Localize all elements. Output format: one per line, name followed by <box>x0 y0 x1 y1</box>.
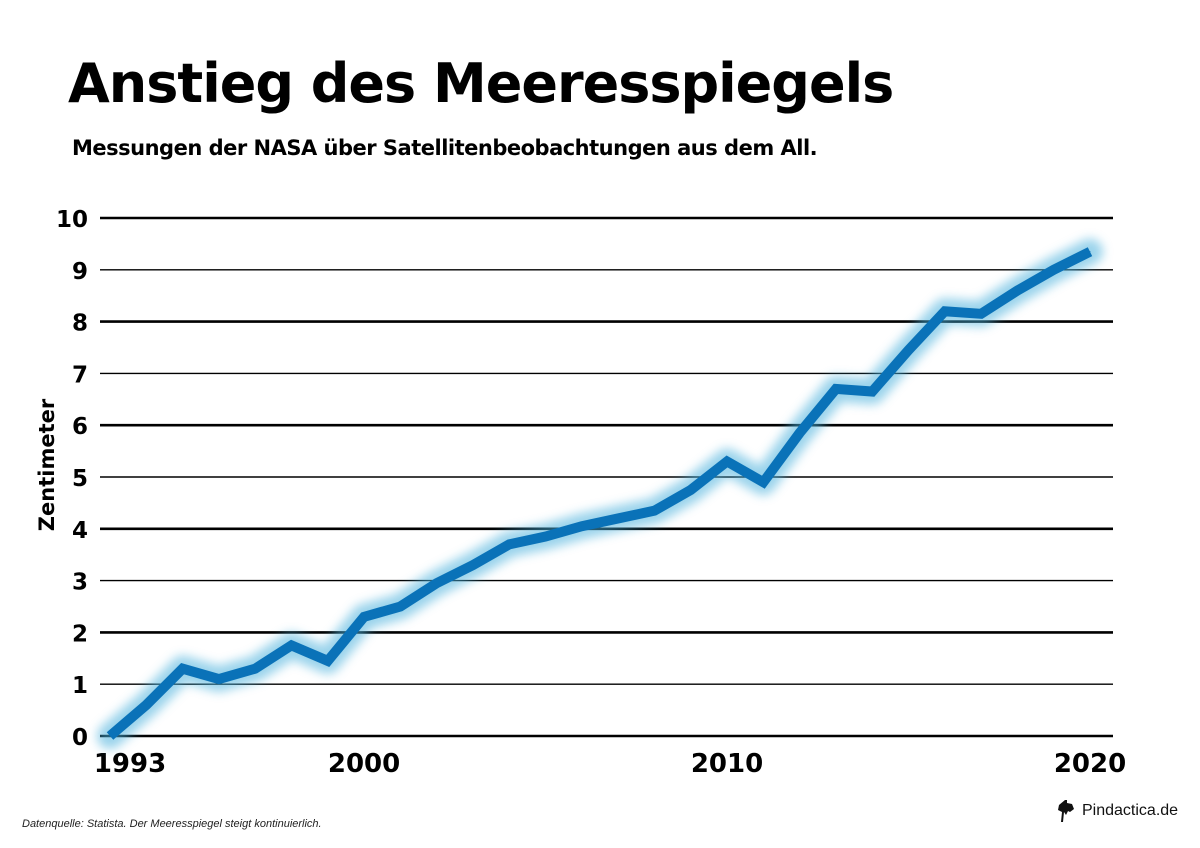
data-point-2000 <box>363 616 365 618</box>
y-tick-label: 9 <box>72 259 88 285</box>
data-point-1993 <box>109 735 111 737</box>
data-point-1999 <box>327 660 329 662</box>
data-point-2005 <box>545 536 547 538</box>
data-point-2007 <box>617 517 619 519</box>
y-axis-label: Zentimeter <box>35 398 59 531</box>
y-tick-label: 5 <box>72 466 88 492</box>
x-tick-labels: 1993 2000 2010 2020 <box>94 749 1126 779</box>
pindactica-logo-icon <box>1058 800 1074 822</box>
data-point-1997 <box>254 668 256 670</box>
chart-title: Anstieg des Meeresspiegels <box>68 52 894 115</box>
data-point-2020 <box>1089 251 1091 253</box>
y-tick-labels: 0 1 2 3 4 5 6 7 8 9 10 <box>56 207 88 751</box>
data-point-2018 <box>1016 290 1018 292</box>
y-tick-label: 7 <box>72 362 88 388</box>
x-tick-label: 2010 <box>691 749 763 779</box>
brand-name: Pindactica.de <box>1082 802 1179 819</box>
data-point-2003 <box>472 564 474 566</box>
data-point-2016 <box>944 310 946 312</box>
data-point-2002 <box>436 582 438 584</box>
chart-subtitle: Messungen der NASA über Satellitenbeobac… <box>72 136 818 160</box>
y-tick-label: 8 <box>72 311 88 337</box>
data-point-2017 <box>980 313 982 315</box>
data-point-1998 <box>290 644 292 646</box>
x-tick-label: 2020 <box>1054 749 1126 779</box>
y-tick-label: 3 <box>72 570 88 596</box>
data-point-2012 <box>799 432 801 434</box>
data-point-1994 <box>145 704 147 706</box>
data-point-2014 <box>871 391 873 393</box>
data-source-note: Datenquelle: Statista. Der Meeresspiegel… <box>22 818 322 830</box>
y-tick-label: 6 <box>72 414 88 440</box>
data-point-2008 <box>653 510 655 512</box>
data-point-2019 <box>1053 269 1055 271</box>
x-tick-label: 2000 <box>328 749 400 779</box>
data-point-2011 <box>762 481 764 483</box>
data-point-2004 <box>508 543 510 545</box>
data-point-2009 <box>690 489 692 491</box>
data-point-2001 <box>399 606 401 607</box>
data-point-2013 <box>835 388 837 390</box>
brand-logo[interactable]: Pindactica.de <box>1056 800 1178 822</box>
series-line <box>106 247 1093 740</box>
data-point-2015 <box>908 349 910 351</box>
data-point-2006 <box>581 525 583 527</box>
y-tick-label: 0 <box>72 725 88 751</box>
y-tick-label: 10 <box>56 207 88 233</box>
data-point-2010 <box>726 460 728 462</box>
data-point-1996 <box>218 678 220 680</box>
x-tick-label: 1993 <box>94 749 166 779</box>
data-point-1995 <box>182 668 184 670</box>
y-tick-label: 4 <box>72 518 88 544</box>
y-tick-label: 1 <box>72 673 88 699</box>
y-tick-label: 2 <box>72 621 88 647</box>
